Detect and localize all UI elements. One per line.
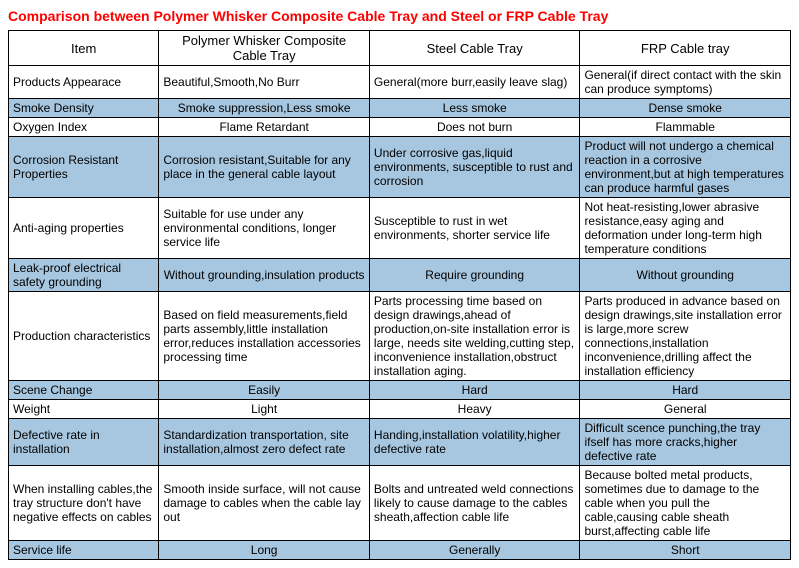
col-header-1: Polymer Whisker Composite Cable Tray [159,31,370,66]
table-row: Anti-aging propertiesSuitable for use un… [9,198,791,259]
table-head: ItemPolymer Whisker Composite Cable Tray… [9,31,791,66]
cell: Beautiful,Smooth,No Burr [159,66,370,99]
cell: Hard [369,381,580,400]
cell: Flammable [580,118,791,137]
row-label: Anti-aging properties [9,198,159,259]
cell: Handing,installation volatility,higher d… [369,419,580,466]
cell: Generally [369,541,580,560]
row-label: Corrosion Resistant Properties [9,137,159,198]
cell: Not heat-resisting,lower abrasive resist… [580,198,791,259]
table-row: WeightLightHeavyGeneral [9,400,791,419]
table-row: Service lifeLongGenerallyShort [9,541,791,560]
cell: Heavy [369,400,580,419]
table-row: When installing cables,the tray structur… [9,466,791,541]
table-row: Smoke DensitySmoke suppression,Less smok… [9,99,791,118]
table-row: Products AppearaceBeautiful,Smooth,No Bu… [9,66,791,99]
cell: Require grounding [369,259,580,292]
row-label: When installing cables,the tray structur… [9,466,159,541]
table-row: Scene ChangeEasilyHardHard [9,381,791,400]
table-row: Leak-proof electrical safety groundingWi… [9,259,791,292]
cell: Corrosion resistant,Suitable for any pla… [159,137,370,198]
cell: Less smoke [369,99,580,118]
header-row: ItemPolymer Whisker Composite Cable Tray… [9,31,791,66]
cell: Because bolted metal products, sometimes… [580,466,791,541]
row-label: Production characteristics [9,292,159,381]
cell: General(more burr,easily leave slag) [369,66,580,99]
row-label: Scene Change [9,381,159,400]
cell: Flame Retardant [159,118,370,137]
col-header-0: Item [9,31,159,66]
cell: General [580,400,791,419]
cell: Hard [580,381,791,400]
cell: Without grounding [580,259,791,292]
col-header-2: Steel Cable Tray [369,31,580,66]
row-label: Service life [9,541,159,560]
cell: Short [580,541,791,560]
cell: Does not burn [369,118,580,137]
table-row: Corrosion Resistant PropertiesCorrosion … [9,137,791,198]
cell: Long [159,541,370,560]
cell: Standardization transportation, site ins… [159,419,370,466]
cell: Easily [159,381,370,400]
cell: Susceptible to rust in wet environments,… [369,198,580,259]
cell: Dense smoke [580,99,791,118]
cell: Parts produced in advance based on desig… [580,292,791,381]
cell: Without grounding,insulation products [159,259,370,292]
row-label: Oxygen Index [9,118,159,137]
table-body: Products AppearaceBeautiful,Smooth,No Bu… [9,66,791,560]
cell: Parts processing time based on design dr… [369,292,580,381]
comparison-table: ItemPolymer Whisker Composite Cable Tray… [8,30,791,560]
cell: Difficult scence punching,the tray ifsel… [580,419,791,466]
table-row: Defective rate in installationStandardiz… [9,419,791,466]
cell: Light [159,400,370,419]
cell: Suitable for use under any environmental… [159,198,370,259]
row-label: Products Appearace [9,66,159,99]
cell: Smooth inside surface, will not cause da… [159,466,370,541]
cell: Smoke suppression,Less smoke [159,99,370,118]
col-header-3: FRP Cable tray [580,31,791,66]
cell: Based on field measurements,field parts … [159,292,370,381]
cell: Bolts and untreated weld connections lik… [369,466,580,541]
row-label: Smoke Density [9,99,159,118]
cell: Product will not undergo a chemical reac… [580,137,791,198]
row-label: Leak-proof electrical safety grounding [9,259,159,292]
cell: General(if direct contact with the skin … [580,66,791,99]
table-row: Production characteristicsBased on field… [9,292,791,381]
cell: Under corrosive gas,liquid environments,… [369,137,580,198]
page-title: Comparison between Polymer Whisker Compo… [8,8,791,24]
row-label: Weight [9,400,159,419]
row-label: Defective rate in installation [9,419,159,466]
table-row: Oxygen IndexFlame RetardantDoes not burn… [9,118,791,137]
